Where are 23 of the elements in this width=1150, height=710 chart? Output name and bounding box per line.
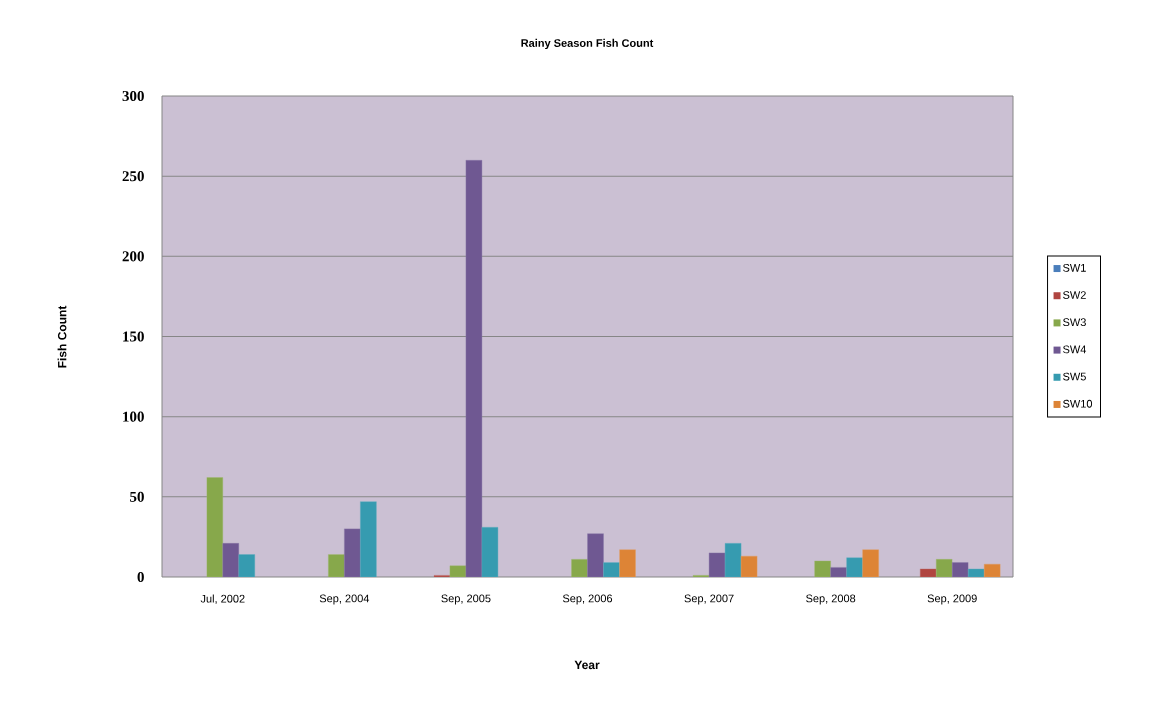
y-tick-label: 150	[123, 331, 144, 342]
legend-label: SW4	[1063, 345, 1087, 354]
y-tick-label: 300	[122, 90, 144, 102]
y-tick-label: 50	[130, 491, 144, 502]
x-tick-label: Jul, 2002	[200, 594, 245, 604]
legend-label: SW10	[1063, 399, 1093, 408]
y-tick-label: 250	[122, 171, 144, 182]
legend-label: SW1	[1063, 263, 1086, 272]
x-tick-label: Sep, 2004	[319, 594, 370, 605]
x-tick-label: Sep, 2005	[441, 594, 491, 605]
x-tick-label: Sep, 2008	[806, 594, 856, 605]
chart-title: Rainy Season Fish Count	[521, 38, 654, 50]
y-tick-label: 100	[123, 411, 144, 422]
legend-label: SW5	[1063, 372, 1086, 381]
x-tick-label: Sep, 2009	[927, 594, 977, 605]
x-axis-title: Year	[574, 660, 600, 670]
x-tick-label: Sep, 2007	[684, 594, 734, 605]
y-tick-label: 0	[137, 571, 144, 583]
y-axis-title: Fish Count	[57, 305, 67, 368]
x-tick-label: Sep, 2006	[562, 594, 613, 605]
legend-label: SW2	[1063, 291, 1086, 299]
legend-label: SW3	[1063, 318, 1086, 327]
y-tick-label: 200	[122, 251, 144, 262]
